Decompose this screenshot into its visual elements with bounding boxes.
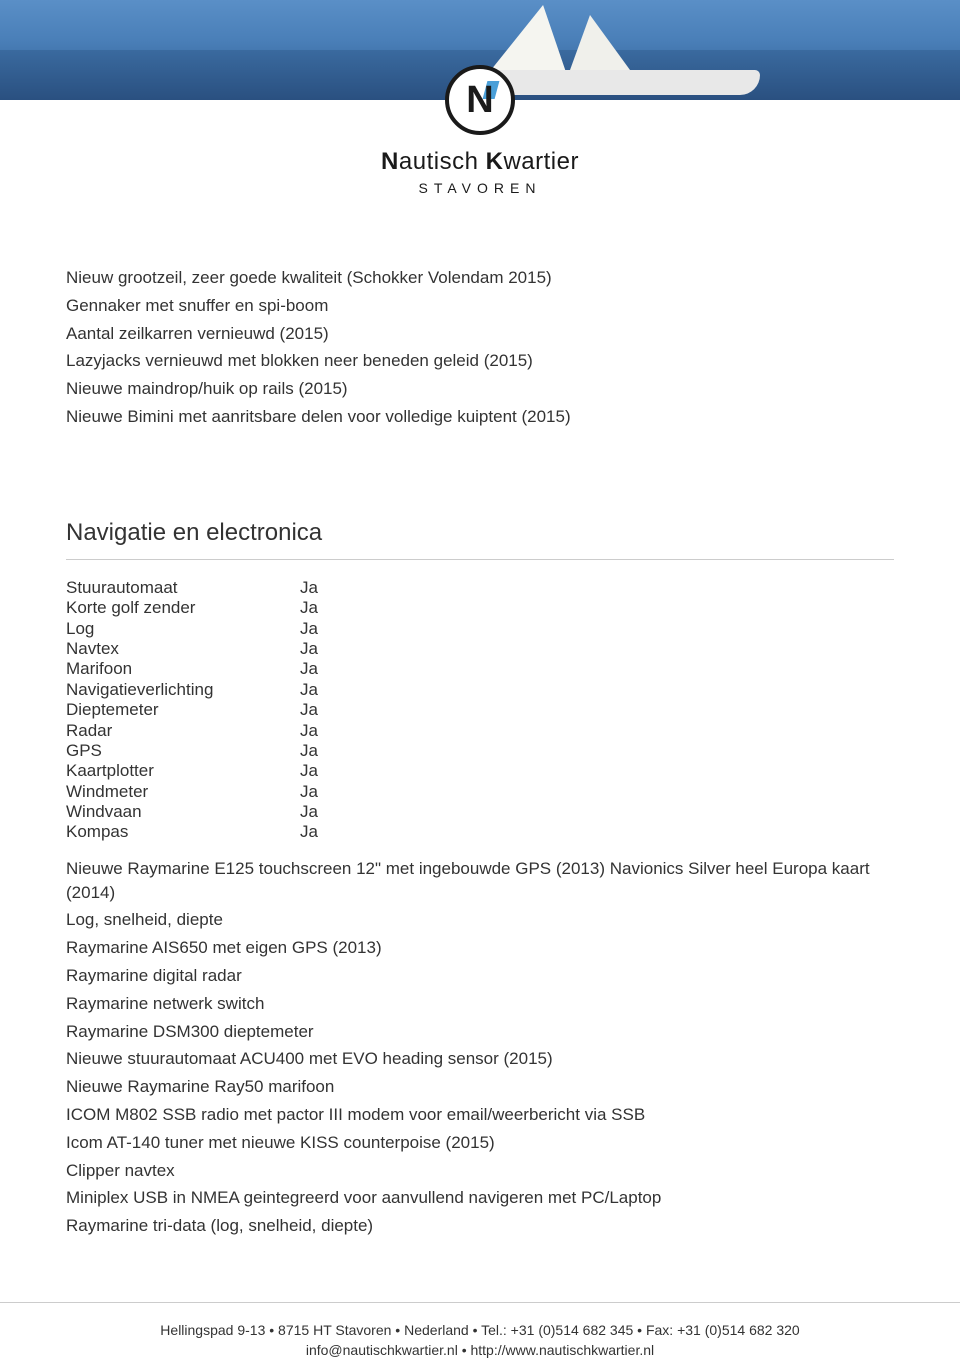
intro-item: Nieuwe maindrop/huik op rails (2015) <box>66 377 894 401</box>
spec-value: Ja <box>300 578 894 598</box>
spec-label: Marifoon <box>66 659 300 679</box>
spec-value: Ja <box>300 822 894 842</box>
spec-label: Log <box>66 619 300 639</box>
logo-text-sub: STAVOREN <box>0 180 960 196</box>
spec-label: Kompas <box>66 822 300 842</box>
footer-line-2: info@nautischkwartier.nl • http://www.na… <box>20 1341 940 1361</box>
spec-label: Kaartplotter <box>66 761 300 781</box>
detail-item: Raymarine AIS650 met eigen GPS (2013) <box>66 936 894 960</box>
spec-row: WindvaanJa <box>66 802 894 822</box>
intro-item: Nieuwe Bimini met aanritsbare delen voor… <box>66 405 894 429</box>
spec-label: Dieptemeter <box>66 700 300 720</box>
spec-label: Korte golf zender <box>66 598 300 618</box>
intro-list: Nieuw grootzeil, zeer goede kwaliteit (S… <box>66 266 894 429</box>
spec-value: Ja <box>300 721 894 741</box>
spec-value: Ja <box>300 700 894 720</box>
spec-row: KompasJa <box>66 822 894 842</box>
intro-item: Aantal zeilkarren vernieuwd (2015) <box>66 322 894 346</box>
spec-value: Ja <box>300 741 894 761</box>
logo-bold-n: N <box>381 148 399 175</box>
detail-item: Raymarine netwerk switch <box>66 992 894 1016</box>
intro-item: Gennaker met snuffer en spi-boom <box>66 294 894 318</box>
spec-value: Ja <box>300 782 894 802</box>
spec-label: Windvaan <box>66 802 300 822</box>
detail-item: Nieuwe stuurautomaat ACU400 met EVO head… <box>66 1047 894 1071</box>
spec-row: StuurautomaatJa <box>66 578 894 598</box>
content-area: Nieuw grootzeil, zeer goede kwaliteit (S… <box>0 226 960 1302</box>
spec-row: LogJa <box>66 619 894 639</box>
detail-item: Raymarine DSM300 dieptemeter <box>66 1020 894 1044</box>
spec-row: Korte golf zenderJa <box>66 598 894 618</box>
spec-row: GPSJa <box>66 741 894 761</box>
footer-line-1: Hellingspad 9-13 • 8715 HT Stavoren • Ne… <box>20 1321 940 1341</box>
detail-item: Icom AT-140 tuner met nieuwe KISS counte… <box>66 1131 894 1155</box>
spec-row: NavtexJa <box>66 639 894 659</box>
detail-item: ICOM M802 SSB radio met pactor III modem… <box>66 1103 894 1127</box>
detail-item: Raymarine digital radar <box>66 964 894 988</box>
logo-circle: N <box>445 65 515 135</box>
section-title: Navigatie en electronica <box>66 519 894 560</box>
spec-value: Ja <box>300 761 894 781</box>
spec-value: Ja <box>300 802 894 822</box>
logo-bold-k: K <box>486 148 504 175</box>
spec-row: NavigatieverlichtingJa <box>66 680 894 700</box>
detail-list: Nieuwe Raymarine E125 touchscreen 12" me… <box>66 857 894 1238</box>
spec-label: Navigatieverlichting <box>66 680 300 700</box>
hero-sail-shape-2 <box>570 15 630 70</box>
detail-item: Log, snelheid, diepte <box>66 908 894 932</box>
spec-value: Ja <box>300 598 894 618</box>
detail-item: Raymarine tri-data (log, snelheid, diept… <box>66 1214 894 1238</box>
spec-row: MarifoonJa <box>66 659 894 679</box>
logo-letter-icon: N <box>466 81 493 119</box>
logo-text-2: wartier <box>503 148 579 175</box>
spec-label: GPS <box>66 741 300 761</box>
spec-row: WindmeterJa <box>66 782 894 802</box>
logo-text-1: autisch <box>399 148 486 175</box>
spec-table: StuurautomaatJaKorte golf zenderJaLogJaN… <box>66 578 894 843</box>
detail-item: Nieuwe Raymarine Ray50 marifoon <box>66 1075 894 1099</box>
spec-label: Windmeter <box>66 782 300 802</box>
spec-label: Stuurautomaat <box>66 578 300 598</box>
spec-label: Radar <box>66 721 300 741</box>
logo-text-main: Nautisch Kwartier <box>0 148 960 176</box>
footer: Hellingspad 9-13 • 8715 HT Stavoren • Ne… <box>0 1302 960 1370</box>
logo-section: N Nautisch Kwartier STAVOREN <box>0 65 960 226</box>
spec-row: RadarJa <box>66 721 894 741</box>
detail-item: Miniplex USB in NMEA geintegreerd voor a… <box>66 1186 894 1210</box>
detail-item: Clipper navtex <box>66 1159 894 1183</box>
spec-row: KaartplotterJa <box>66 761 894 781</box>
intro-item: Nieuw grootzeil, zeer goede kwaliteit (S… <box>66 266 894 290</box>
spec-value: Ja <box>300 659 894 679</box>
spec-value: Ja <box>300 619 894 639</box>
spec-row: DieptemeterJa <box>66 700 894 720</box>
spec-label: Navtex <box>66 639 300 659</box>
detail-item: Nieuwe Raymarine E125 touchscreen 12" me… <box>66 857 894 905</box>
spec-value: Ja <box>300 639 894 659</box>
intro-item: Lazyjacks vernieuwd met blokken neer ben… <box>66 349 894 373</box>
spec-value: Ja <box>300 680 894 700</box>
